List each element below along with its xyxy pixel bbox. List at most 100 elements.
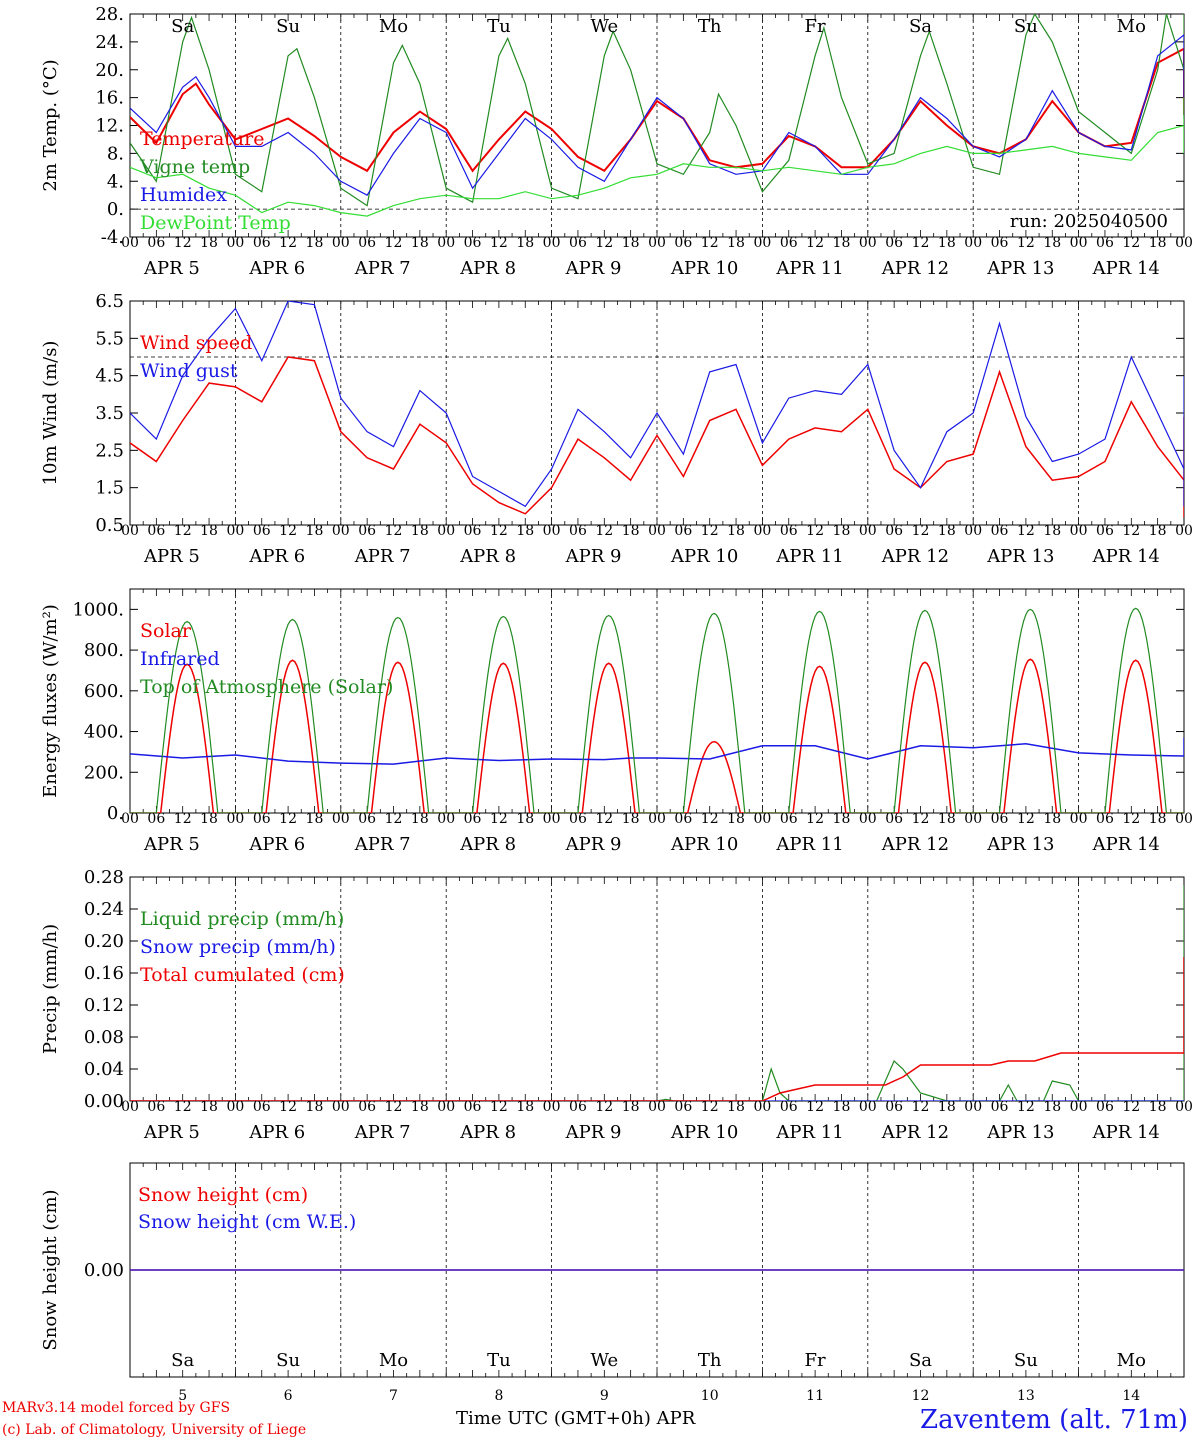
day-number: 9 [600,1388,609,1404]
date-label: APR 10 [670,258,738,279]
day-name: Sa [909,16,932,37]
hour-label: 06 [147,523,165,539]
series-line [130,97,1184,217]
hour-label: 18 [516,1099,534,1115]
hour-label: 00 [859,1099,877,1115]
hour-label: 18 [1149,235,1167,251]
hour-label: 00 [121,811,139,827]
hour-label: 06 [253,1099,271,1115]
hour-label: 06 [358,1099,376,1115]
hour-label: 12 [279,235,297,251]
hour-label: 06 [885,523,903,539]
hour-label: 12 [385,235,403,251]
date-label: APR 10 [670,546,738,567]
date-label: APR 12 [881,834,949,855]
y-tick-label: 1.5 [95,478,124,499]
hour-label: 06 [674,523,692,539]
hour-label: 18 [516,523,534,539]
y-tick-label: 400. [84,722,124,743]
hour-label: 06 [1096,235,1114,251]
hour-label: 12 [174,1099,192,1115]
legend-entry: Total cumulated (cm) [140,964,345,986]
hour-label: 00 [437,235,455,251]
y-tick-label: 0.08 [84,1027,124,1048]
hour-label: 06 [464,235,482,251]
day-name: Tu [487,16,511,37]
hour-label: 06 [674,235,692,251]
hour-label: 18 [1149,811,1167,827]
legend-entry: Vigne temp [139,156,250,178]
hour-label: 12 [806,1099,824,1115]
hour-label: 12 [806,811,824,827]
hour-label: 06 [991,811,1009,827]
hour-label: 00 [964,523,982,539]
hour-label: 06 [358,523,376,539]
footer: MARv3.14 model forced by GFS (c) Lab. of … [2,1400,1188,1438]
y-tick-label: 600. [84,681,124,702]
hour-label: 12 [595,523,613,539]
hour-label: 00 [543,523,561,539]
hour-label: 06 [885,811,903,827]
panel-4: 0.28 0.24 0.20 0.16 0.12 0.08 0.04 0.00 Precip (… [40,867,1193,1143]
hour-label: 06 [991,523,1009,539]
plot-frame [129,13,1185,238]
y-tick-label: 2.5 [95,440,124,461]
hour-label: 06 [253,235,271,251]
y-axis-label: Precip (mm/h) [40,924,61,1054]
hour-label: 12 [1017,811,1035,827]
day-name: Fr [805,1350,826,1371]
hour-label: 12 [279,811,297,827]
hour-label: 12 [1122,1099,1140,1115]
y-tick-label: 0.28 [84,867,124,888]
hour-label: 00 [332,235,350,251]
day-name: Tu [487,1350,511,1371]
date-label: APR 12 [881,546,949,567]
y-tick-label: 0. [107,803,124,824]
hour-label: 00 [121,1099,139,1115]
hour-label: 12 [1017,235,1035,251]
day-number: 11 [806,1388,824,1404]
day-name: Su [276,1350,300,1371]
panel-1: 28. 24. 20. 16. 12. 8. 4. 0. -4. 2m Temp. (°C) 00 0… [40,4,1193,279]
date-label: APR 10 [670,1122,738,1143]
hour-label: 12 [385,523,403,539]
series-line [130,356,1184,518]
hour-label: 18 [833,235,851,251]
hour-label: 00 [964,811,982,827]
hour-label: 12 [490,235,508,251]
date-label: APR 9 [565,1122,622,1143]
hour-label: 18 [622,235,640,251]
series-line [130,47,1184,173]
hour-label: 00 [543,1099,561,1115]
hour-label: 18 [1043,811,1061,827]
hour-label: 00 [1070,235,1088,251]
hour-label: 00 [226,811,244,827]
date-label: APR 5 [143,258,200,279]
day-name: Mo [379,16,408,37]
hour-label: 12 [1122,811,1140,827]
day-number: 12 [912,1388,930,1404]
hour-label: 18 [1043,523,1061,539]
y-tick-label: 0.00 [84,1260,124,1281]
y-tick-label: 0.12 [84,995,124,1016]
date-label: APR 14 [1092,834,1160,855]
hour-label: 00 [1070,1099,1088,1115]
y-tick-label: 1000. [72,599,124,620]
date-label: APR 10 [670,834,738,855]
panel-2: 6.5 5.5 4.5 3.5 2.5 1.5 0.5 10m Wind (m/s) 00 06 1… [40,291,1193,567]
hour-label: 18 [938,1099,956,1115]
day-name: Th [698,1350,722,1371]
day-name: We [590,1350,618,1371]
hour-label: 00 [648,811,666,827]
y-tick-label: 0.04 [84,1059,124,1080]
date-label: APR 13 [986,546,1054,567]
date-label: APR 6 [248,1122,305,1143]
hour-label: 18 [306,523,324,539]
hour-label: 06 [253,523,271,539]
hour-label: 12 [1122,523,1140,539]
hour-label: 12 [1017,1099,1035,1115]
date-label: APR 13 [986,834,1054,855]
hour-label: 18 [622,1099,640,1115]
date-label: APR 5 [143,1122,200,1143]
day-name: Su [276,16,300,37]
